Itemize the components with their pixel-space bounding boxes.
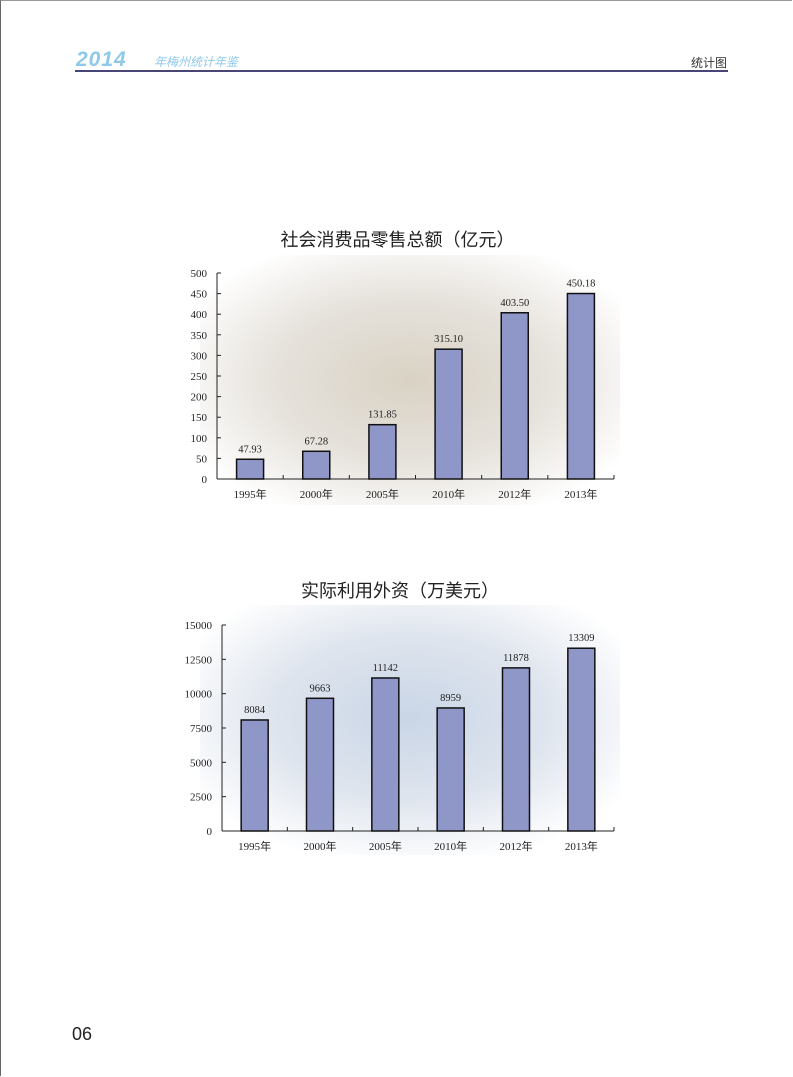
data-label: 315.10 xyxy=(434,334,463,345)
data-label: 9663 xyxy=(310,683,331,694)
chart-retail-sales: 社会消费品零售总额（亿元） 0 50 100 150 200 250 300 350 400 450… xyxy=(191,230,620,505)
y-tick-label: 15000 xyxy=(185,620,213,632)
x-tick-label: 2012年 xyxy=(500,839,533,853)
bar xyxy=(240,719,269,832)
header-subtitle: 年梅州统计年鉴 xyxy=(154,55,239,69)
chart-title: 实际利用外资（万美元） xyxy=(301,581,499,602)
y-tick-label: 400 xyxy=(191,309,208,321)
y-tick-label: 350 xyxy=(191,330,208,342)
x-tick-label: 2000年 xyxy=(304,839,337,853)
x-tick-label: 2010年 xyxy=(432,487,465,501)
y-tick-label: 100 xyxy=(191,433,208,445)
y-tick-label: 0 xyxy=(207,826,213,838)
y-tick-label: 450 xyxy=(191,289,208,301)
bar xyxy=(500,312,529,480)
chart-background-photo xyxy=(200,605,620,855)
x-tick-label: 1995年 xyxy=(234,487,267,501)
y-tick-label: 500 xyxy=(191,268,208,280)
header-divider xyxy=(75,70,728,72)
y-tick-label: 200 xyxy=(191,392,208,404)
x-tick-label: 2010年 xyxy=(434,839,467,853)
x-tick-label: 2012年 xyxy=(498,487,531,501)
data-label: 11142 xyxy=(373,663,398,674)
chart-foreign-investment: 实际利用外资（万美元） 0 2500 5000 7500 10000 12500 15000 8… xyxy=(185,581,620,855)
data-label: 8959 xyxy=(440,693,461,704)
data-label: 13309 xyxy=(568,633,594,644)
data-label: 67.28 xyxy=(304,436,328,447)
data-label: 131.85 xyxy=(368,410,397,421)
x-tick-label: 2013年 xyxy=(564,487,597,501)
bar xyxy=(567,647,596,832)
bar xyxy=(566,292,596,480)
bar xyxy=(501,667,531,832)
data-label: 8084 xyxy=(244,705,266,716)
header-year: 2014 xyxy=(76,48,127,71)
page-number: 06 xyxy=(72,1024,93,1044)
bar xyxy=(235,458,265,480)
bar xyxy=(368,423,397,480)
y-tick-label: 7500 xyxy=(190,723,213,735)
x-tick-label: 2013年 xyxy=(565,839,598,853)
chart-title: 社会消费品零售总额（亿元） xyxy=(281,230,515,251)
bar xyxy=(434,348,463,480)
y-tick-label: 50 xyxy=(196,453,208,465)
data-label: 450.18 xyxy=(566,279,595,290)
x-tick-label: 1995年 xyxy=(238,839,271,853)
y-tick-label: 0 xyxy=(202,474,208,486)
data-label: 47.93 xyxy=(238,444,262,455)
y-tick-label: 12500 xyxy=(185,654,213,666)
chart-background-photo xyxy=(200,255,620,505)
x-tick-label: 2000年 xyxy=(300,487,333,501)
bar xyxy=(305,697,335,832)
y-tick-label: 5000 xyxy=(190,757,213,769)
y-tick-label: 300 xyxy=(191,350,208,362)
y-tick-label: 2500 xyxy=(190,792,213,804)
data-label: 11878 xyxy=(503,653,529,664)
bar xyxy=(436,707,465,832)
y-tick-label: 10000 xyxy=(185,689,213,701)
x-tick-label: 2005年 xyxy=(369,839,402,853)
bar xyxy=(371,677,400,832)
x-tick-label: 2005年 xyxy=(366,487,399,501)
bar xyxy=(302,450,331,480)
header-section: 统计图 xyxy=(690,56,727,70)
data-label: 403.50 xyxy=(500,298,529,309)
y-tick-label: 150 xyxy=(191,412,208,424)
y-tick-label: 250 xyxy=(191,371,208,383)
